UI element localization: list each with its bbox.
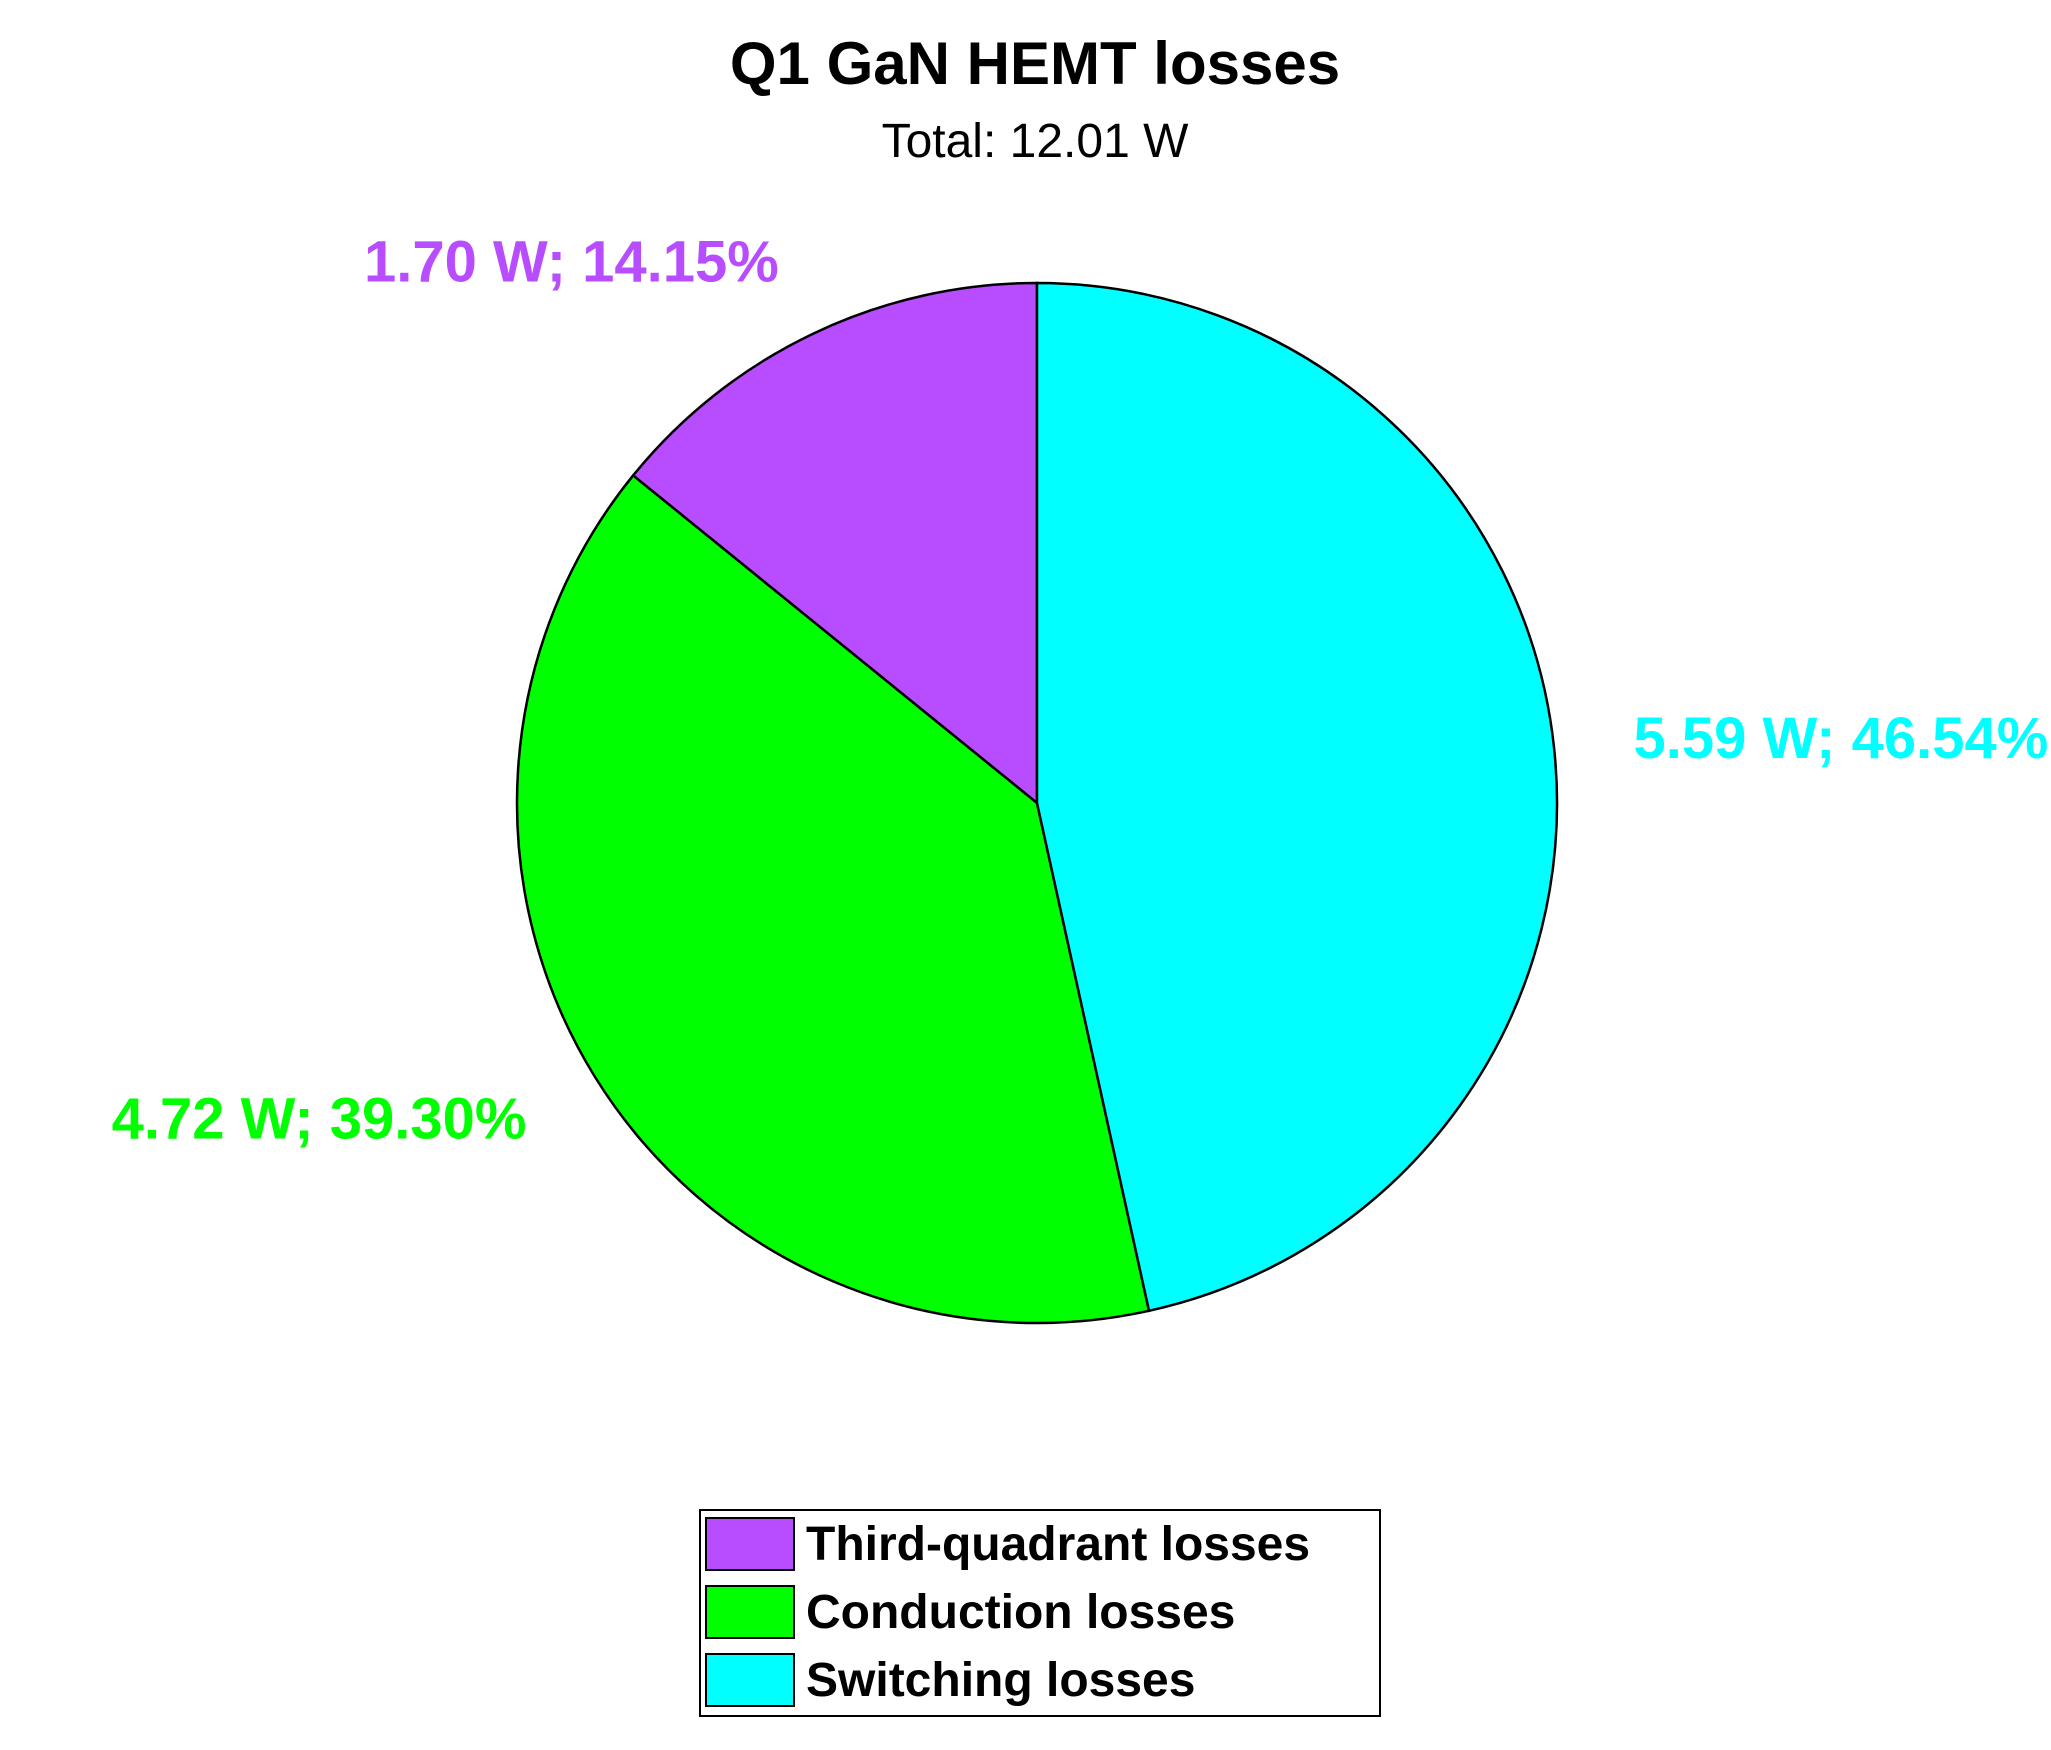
legend-swatch: [705, 1585, 795, 1639]
legend-box: [699, 1509, 1381, 1717]
chart-subtitle: Total: 12.01 W: [882, 115, 1190, 168]
legend-label: Conduction losses: [806, 1586, 1235, 1639]
legend-label: Third-quadrant losses: [806, 1518, 1310, 1571]
chart-title: Q1 GaN HEMT losses: [730, 30, 1340, 97]
pie-slice-switching-losses: [1035, 281, 1559, 1313]
pie-slice-conduction-losses: [515, 473, 1151, 1325]
pie-slices: [515, 281, 1559, 1325]
slice-label-third-quadrant-losses: 1.70 W; 14.15%: [364, 229, 779, 294]
legend: Third-quadrant losses Conduction losses Sw…: [699, 1509, 1381, 1717]
slice-label-switching-losses: 5.59 W; 46.54%: [1633, 706, 2048, 771]
slice-label-conduction-losses: 4.72 W; 39.30%: [112, 1086, 527, 1151]
legend-label: Switching losses: [806, 1654, 1195, 1707]
legend-swatch: [705, 1653, 795, 1707]
slice-labels: 1.70 W; 14.15% 4.72 W; 39.30% 5.59 W; 46.5…: [112, 229, 2049, 1151]
legend-swatch: [705, 1517, 795, 1571]
pie-slice-third-quadrant-losses: [631, 281, 1039, 806]
